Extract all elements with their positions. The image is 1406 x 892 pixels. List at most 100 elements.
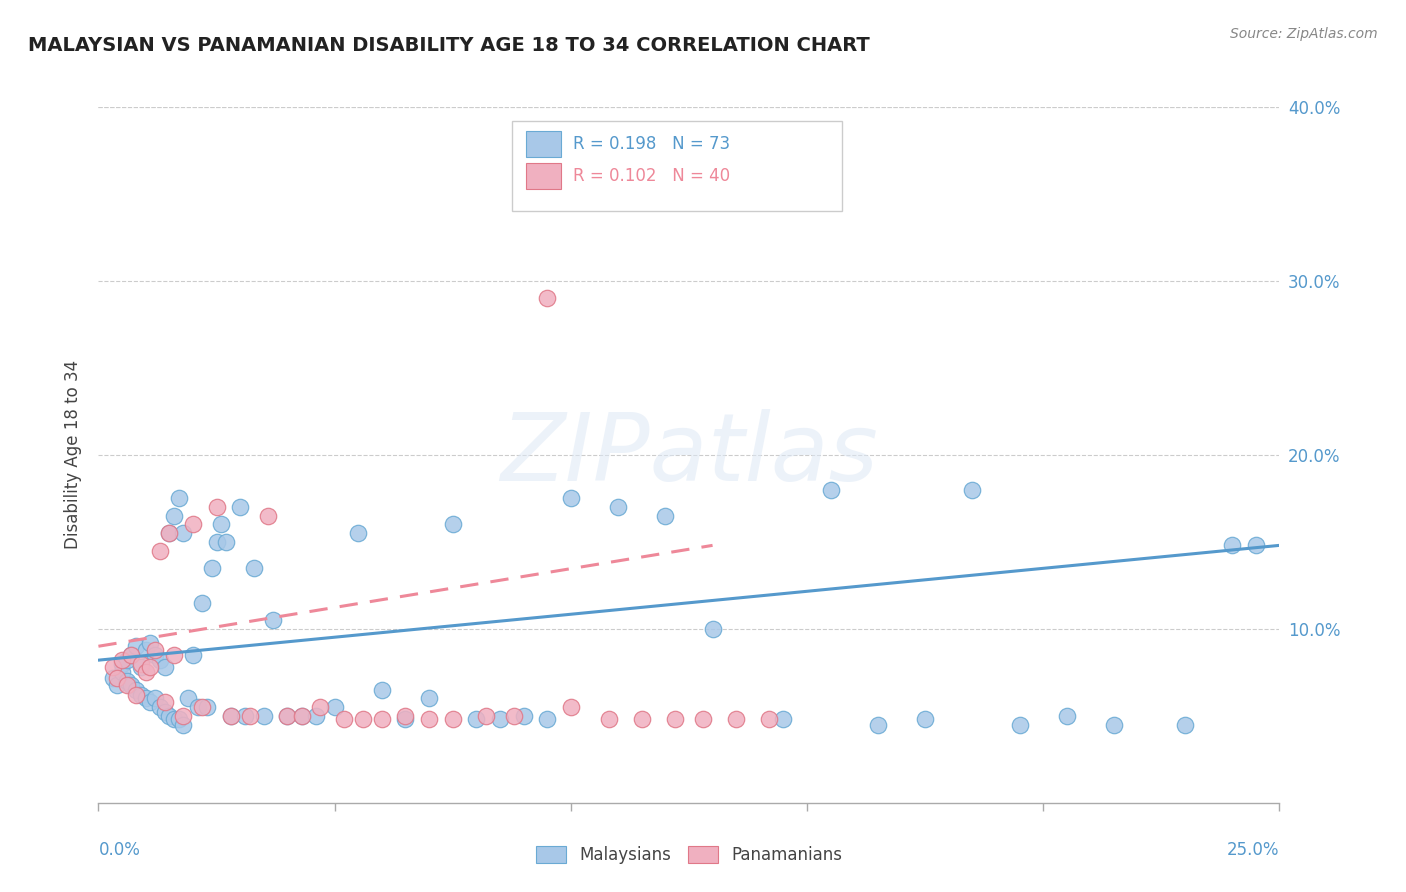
Point — [233, 708, 256, 723]
Point — [305, 708, 328, 723]
Point — [153, 706, 176, 720]
Point — [536, 712, 558, 726]
Point — [115, 677, 138, 691]
Point — [157, 526, 180, 541]
Point — [962, 483, 984, 497]
Text: R = 0.102   N = 40: R = 0.102 N = 40 — [574, 167, 730, 185]
Point — [333, 712, 356, 726]
Point — [181, 648, 204, 662]
Point — [163, 648, 186, 662]
Point — [111, 657, 134, 671]
Point — [1244, 538, 1267, 552]
Point — [598, 712, 620, 726]
Point — [371, 712, 394, 726]
Point — [143, 642, 166, 657]
Point — [219, 708, 242, 723]
Point — [475, 708, 498, 723]
Point — [172, 526, 194, 541]
Point — [1008, 717, 1031, 731]
Point — [347, 526, 370, 541]
Point — [692, 712, 714, 726]
Point — [1220, 538, 1243, 552]
Point — [257, 508, 280, 523]
Point — [105, 671, 128, 685]
FancyBboxPatch shape — [512, 121, 842, 211]
Point — [195, 700, 218, 714]
Point — [125, 682, 148, 697]
Point — [129, 688, 152, 702]
Point — [394, 712, 416, 726]
Point — [323, 700, 346, 714]
Point — [290, 708, 312, 723]
Bar — [526, 162, 561, 189]
Point — [115, 653, 138, 667]
Point — [262, 613, 284, 627]
Point — [129, 657, 152, 671]
Point — [465, 712, 488, 726]
Y-axis label: Disability Age 18 to 34: Disability Age 18 to 34 — [65, 360, 83, 549]
Point — [201, 561, 224, 575]
Point — [512, 708, 534, 723]
Point — [125, 639, 148, 653]
Point — [394, 708, 416, 723]
Point — [352, 712, 374, 726]
Text: MALAYSIAN VS PANAMANIAN DISABILITY AGE 18 TO 34 CORRELATION CHART: MALAYSIAN VS PANAMANIAN DISABILITY AGE 1… — [28, 36, 870, 54]
Point — [205, 534, 228, 549]
Point — [1174, 717, 1197, 731]
Point — [441, 517, 464, 532]
Point — [654, 508, 676, 523]
Point — [172, 708, 194, 723]
Text: 25.0%: 25.0% — [1227, 841, 1279, 859]
Point — [418, 712, 440, 726]
Point — [143, 691, 166, 706]
Point — [536, 291, 558, 305]
Point — [139, 695, 162, 709]
Point — [135, 665, 157, 680]
Point — [125, 688, 148, 702]
Point — [503, 708, 526, 723]
Point — [121, 648, 143, 662]
Point — [630, 712, 652, 726]
Point — [866, 717, 889, 731]
Point — [101, 660, 124, 674]
Point — [172, 717, 194, 731]
Point — [153, 660, 176, 674]
Point — [163, 712, 186, 726]
Point — [702, 622, 724, 636]
Point — [253, 708, 276, 723]
Point — [418, 691, 440, 706]
Legend: Malaysians, Panamanians: Malaysians, Panamanians — [536, 846, 842, 864]
Point — [239, 708, 262, 723]
Point — [163, 508, 186, 523]
Point — [758, 712, 780, 726]
Point — [167, 491, 190, 506]
Point — [276, 708, 298, 723]
Point — [181, 517, 204, 532]
Point — [111, 653, 134, 667]
Point — [772, 712, 794, 726]
Point — [153, 695, 176, 709]
Point — [143, 648, 166, 662]
Point — [215, 534, 238, 549]
Point — [149, 543, 172, 558]
Point — [139, 636, 162, 650]
Text: R = 0.198   N = 73: R = 0.198 N = 73 — [574, 135, 730, 153]
Point — [149, 653, 172, 667]
Point — [290, 708, 312, 723]
Point — [105, 677, 128, 691]
Point — [177, 691, 200, 706]
Point — [191, 596, 214, 610]
Point — [820, 483, 842, 497]
Point — [229, 500, 252, 514]
Point — [664, 712, 686, 726]
Text: 0.0%: 0.0% — [98, 841, 141, 859]
Point — [139, 660, 162, 674]
Point — [1102, 717, 1125, 731]
Point — [607, 500, 630, 514]
Point — [441, 712, 464, 726]
Point — [560, 491, 582, 506]
Point — [243, 561, 266, 575]
Point — [121, 648, 143, 662]
Point — [209, 517, 232, 532]
Point — [371, 682, 394, 697]
